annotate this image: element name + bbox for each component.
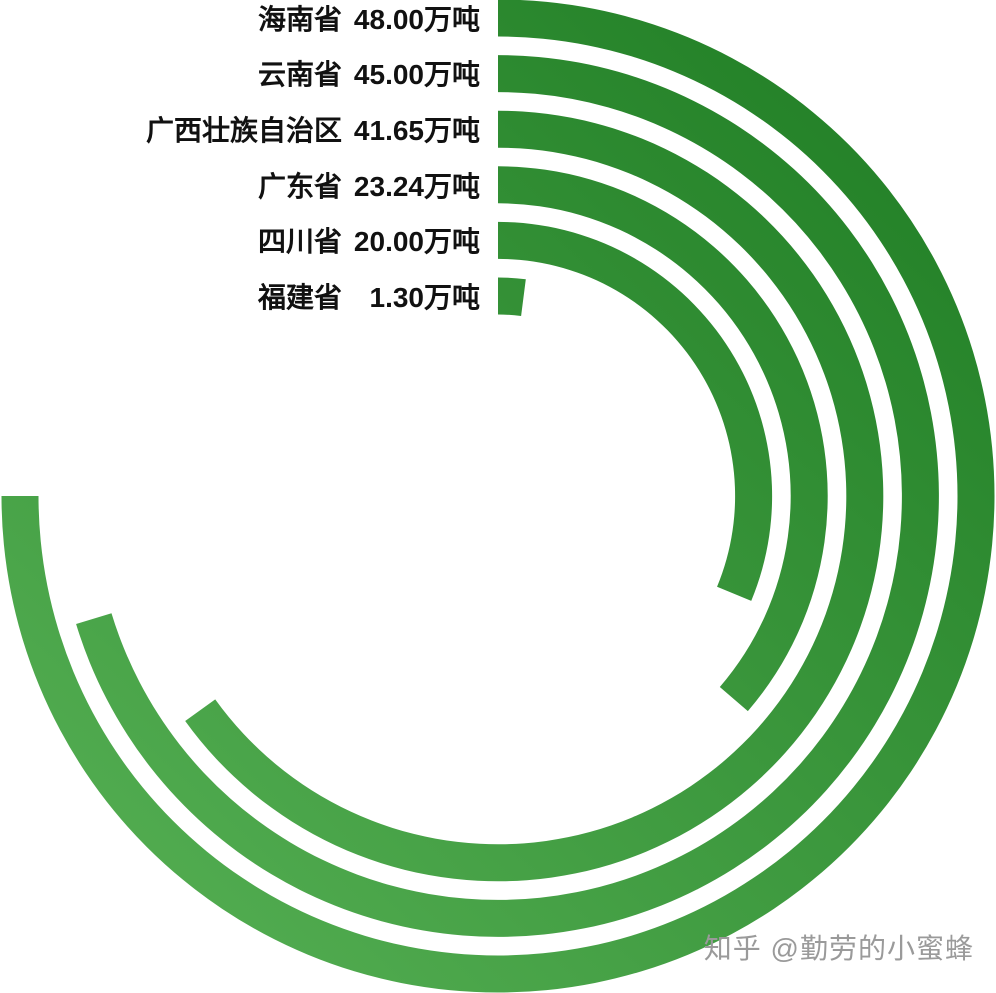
category-label: 广东省 [257,170,342,202]
category-value: 1.30万吨 [369,281,481,313]
category-label: 海南省 [257,3,342,35]
legend-row: 四川省 20.00万吨 [0,212,480,268]
category-value: 20.00万吨 [353,226,480,258]
category-value: 41.65万吨 [353,114,480,146]
category-label: 云南省 [257,59,342,91]
category-value: 45.00万吨 [353,59,480,91]
category-value: 48.00万吨 [353,3,480,35]
category-value: 23.24万吨 [353,170,480,202]
category-label: 四川省 [257,226,342,258]
legend-row: 福建省 1.30万吨 [0,268,480,324]
arc-segment [498,277,526,316]
legend-row: 广东省 23.24万吨 [0,157,480,213]
arc-segment [498,221,773,601]
legend-row: 云南省 45.00万吨 [0,46,480,102]
legend-row: 广西壮族自治区 41.65万吨 [0,101,480,157]
category-label: 广西壮族自治区 [145,114,342,146]
legend-row: 海南省 48.00万吨 [0,0,480,46]
category-label: 福建省 [257,281,342,313]
arc-segment [498,166,828,712]
category-legend: 海南省 48.00万吨 云南省 45.00万吨 广西壮族自治区 41.65万吨 … [0,0,480,324]
watermark: 知乎 @勤劳的小蜜蜂 [703,933,974,964]
